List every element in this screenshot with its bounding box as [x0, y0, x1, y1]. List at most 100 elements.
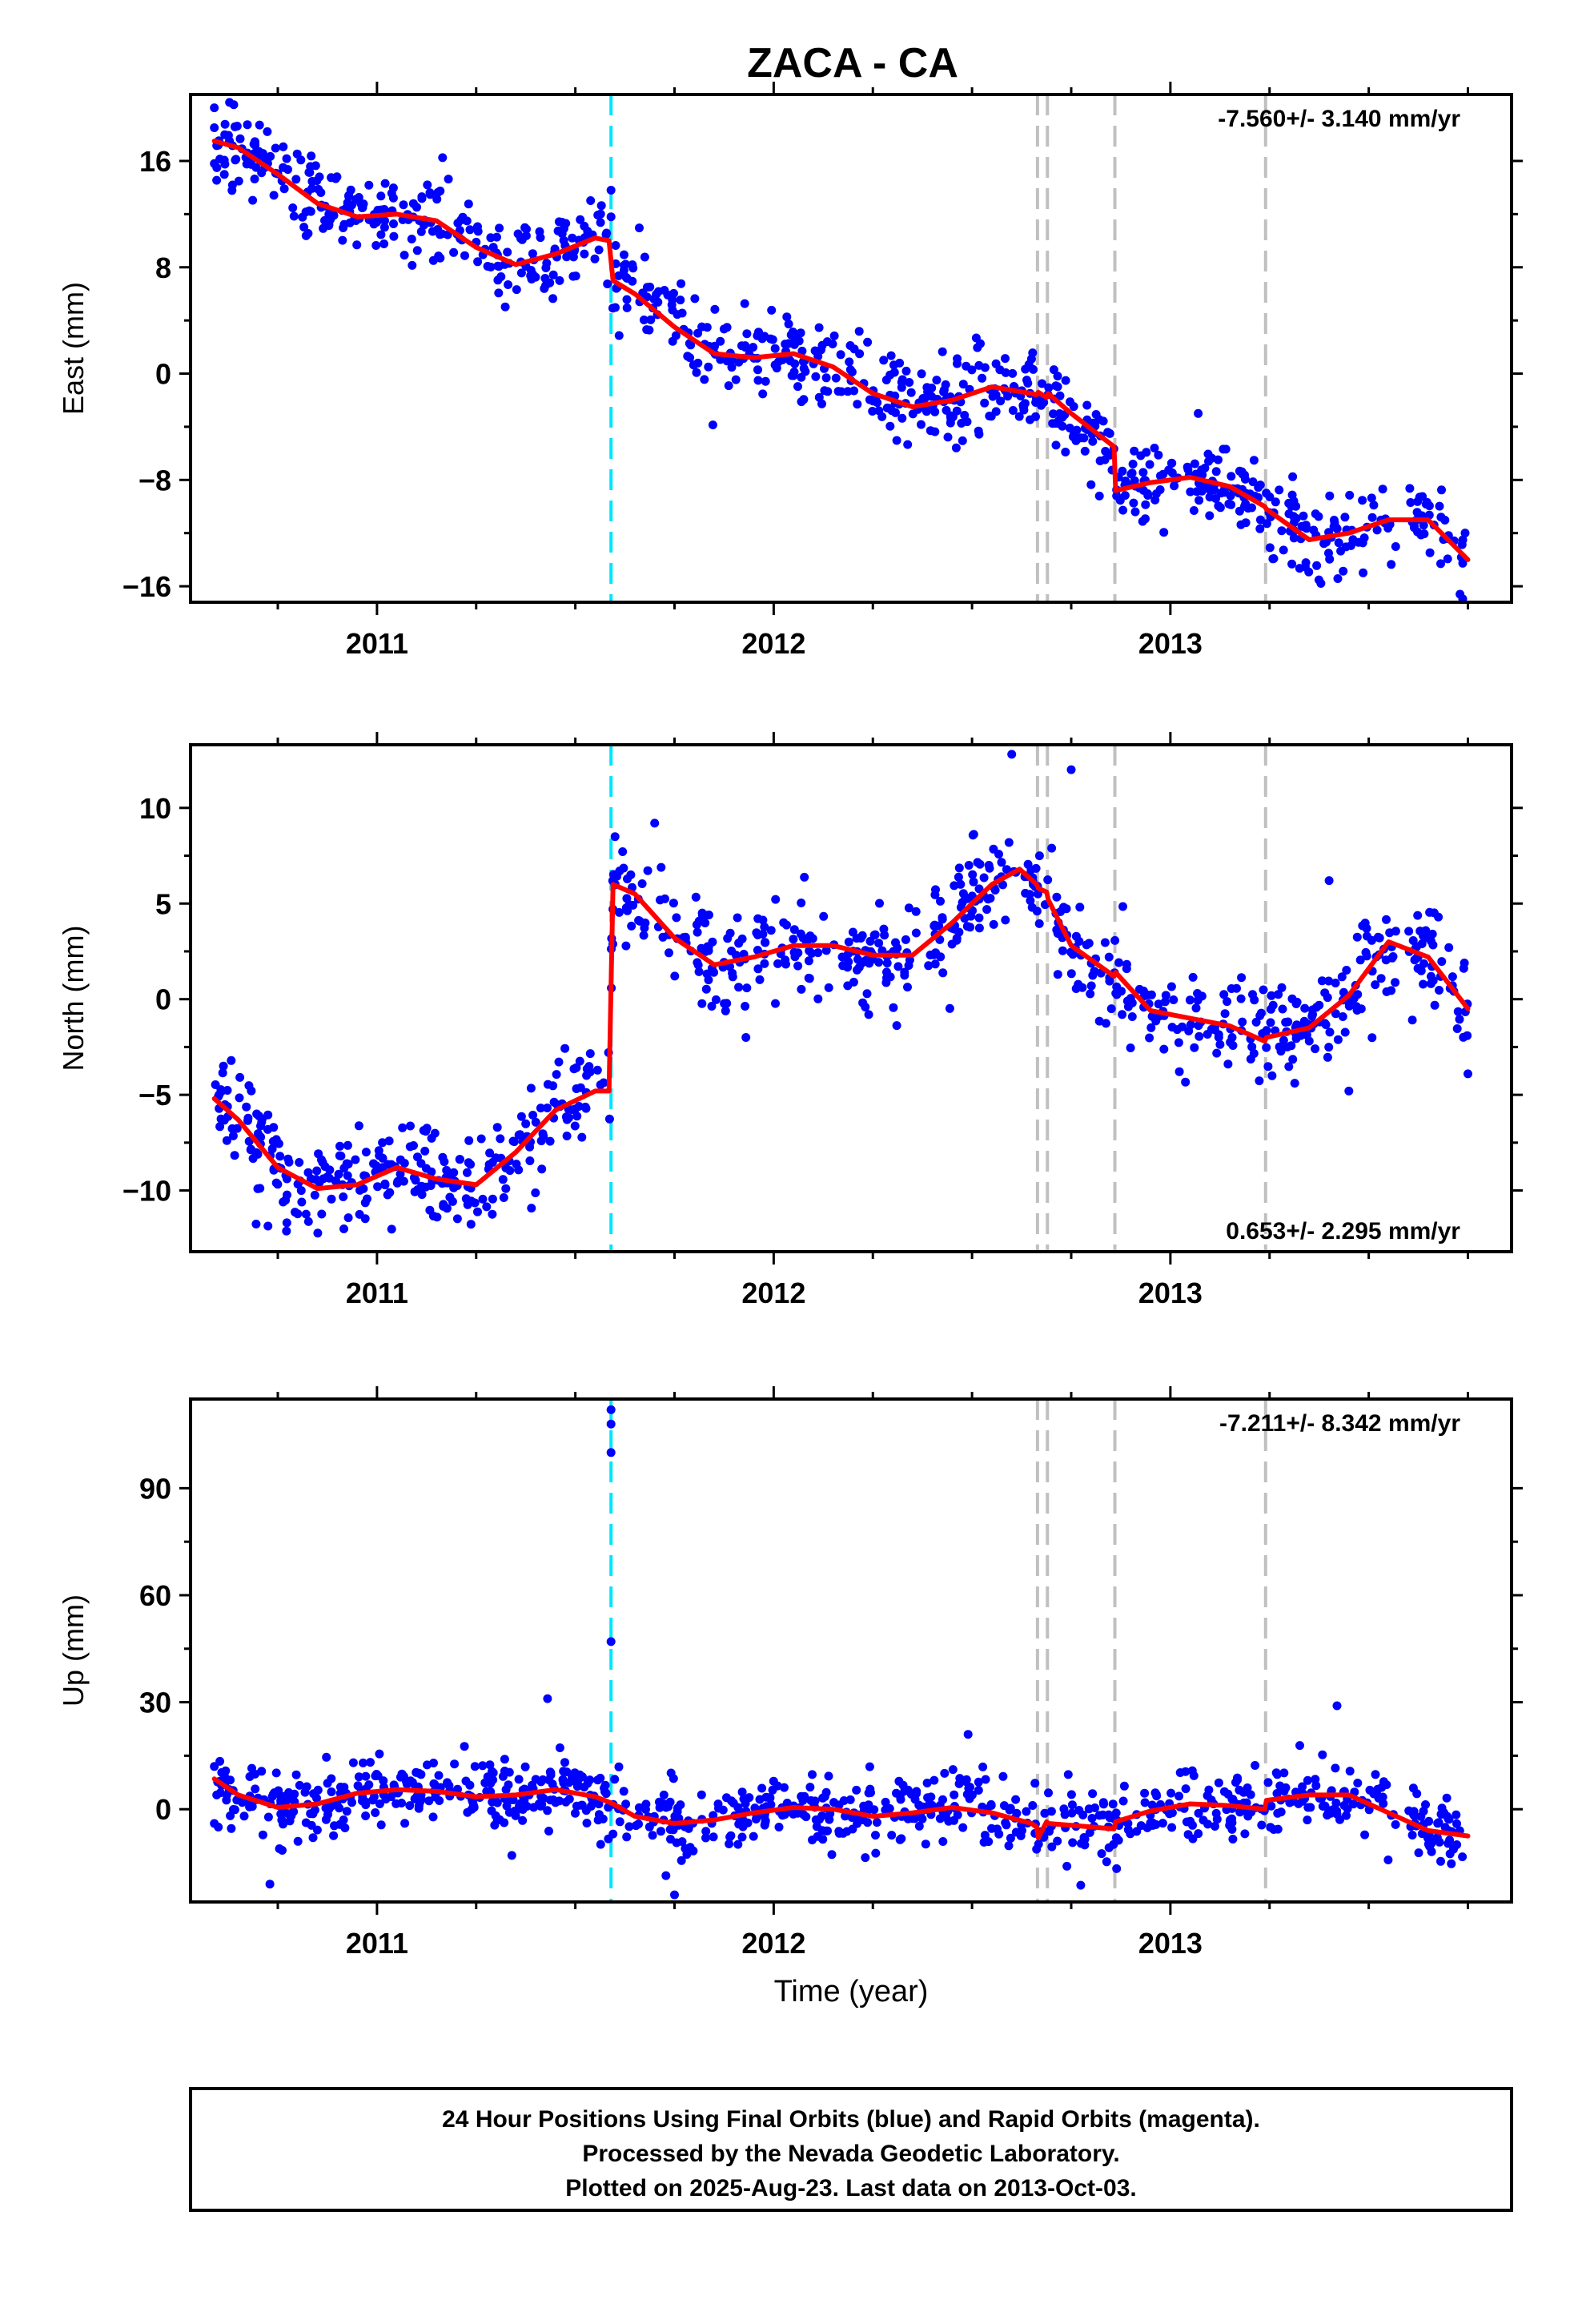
- y-tick-label: −10: [122, 1175, 171, 1208]
- data-point: [327, 1194, 336, 1204]
- data-point: [575, 1770, 584, 1779]
- data-point: [1031, 863, 1041, 873]
- data-point: [1074, 937, 1084, 946]
- data-point: [719, 324, 729, 334]
- data-point: [1256, 1008, 1266, 1018]
- data-point: [1086, 480, 1096, 489]
- data-point: [737, 1832, 747, 1842]
- data-point: [291, 1208, 299, 1217]
- data-point: [1421, 1800, 1430, 1809]
- data-point: [1291, 999, 1301, 1008]
- data-point: [601, 230, 611, 239]
- data-point: [257, 1117, 267, 1127]
- data-point: [371, 1770, 381, 1779]
- data-point: [1271, 497, 1280, 507]
- data-point: [283, 1154, 293, 1164]
- data-point: [704, 946, 713, 955]
- data-point: [478, 1194, 488, 1204]
- data-point: [1391, 978, 1400, 987]
- data-point: [1170, 481, 1179, 491]
- data-point: [464, 199, 473, 209]
- data-point: [644, 1822, 654, 1831]
- data-point: [644, 325, 654, 335]
- data-point: [886, 351, 896, 360]
- data-point: [823, 1826, 832, 1835]
- data-point: [466, 1220, 476, 1229]
- data-point: [541, 263, 551, 272]
- data-point: [1235, 466, 1244, 476]
- data-point: [1155, 485, 1165, 494]
- data-point: [538, 1129, 548, 1139]
- data-point: [351, 1155, 360, 1164]
- data-point: [1059, 903, 1068, 912]
- data-point: [1207, 1795, 1216, 1805]
- data-point: [723, 934, 733, 943]
- data-point: [1158, 1819, 1167, 1828]
- data-point: [543, 1080, 552, 1089]
- data-point: [452, 1214, 462, 1224]
- data-point: [1067, 1808, 1077, 1818]
- data-point: [470, 1762, 480, 1771]
- data-point: [301, 1209, 311, 1219]
- data-point: [904, 903, 913, 913]
- data-point: [672, 1838, 681, 1848]
- data-point: [677, 1856, 686, 1865]
- data-point: [525, 1142, 535, 1152]
- data-point: [258, 1830, 267, 1839]
- data-point: [1297, 521, 1307, 531]
- data-point: [989, 919, 998, 929]
- data-point: [782, 312, 792, 322]
- data-point: [1391, 1819, 1400, 1829]
- data-point: [263, 127, 272, 136]
- data-point: [263, 1124, 272, 1134]
- data-point: [1220, 488, 1230, 497]
- data-point: [822, 337, 832, 347]
- data-point: [1061, 376, 1070, 385]
- data-point: [793, 382, 802, 392]
- data-point: [676, 296, 685, 305]
- data-point: [303, 229, 313, 238]
- data-point: [663, 290, 673, 300]
- data-point: [627, 921, 636, 931]
- data-point: [1311, 1044, 1320, 1054]
- data-point: [901, 935, 910, 944]
- data-point: [677, 308, 687, 318]
- chart-title: ZACA - CA: [747, 40, 958, 86]
- data-point: [543, 1806, 552, 1815]
- data-point: [622, 1832, 632, 1842]
- data-point: [327, 1787, 336, 1796]
- data-point: [1325, 491, 1335, 501]
- data-point: [514, 1775, 524, 1784]
- data-point: [978, 373, 987, 383]
- data-point: [1283, 1017, 1293, 1027]
- data-point: [463, 1807, 472, 1817]
- data-point: [1345, 1767, 1355, 1776]
- data-point: [331, 1176, 340, 1185]
- data-point: [1349, 1799, 1358, 1809]
- data-point: [1118, 1010, 1127, 1019]
- data-point: [962, 1790, 972, 1799]
- data-point: [438, 153, 448, 163]
- data-point: [376, 230, 386, 239]
- data-point: [882, 403, 892, 412]
- data-point: [845, 357, 854, 367]
- data-point: [689, 1846, 698, 1856]
- data-point: [1130, 446, 1139, 456]
- data-point: [733, 1839, 743, 1849]
- data-point: [964, 861, 974, 870]
- data-point: [526, 266, 536, 275]
- data-point: [834, 1800, 844, 1810]
- data-point: [1085, 1827, 1094, 1837]
- data-point: [1193, 995, 1203, 1005]
- data-point: [1053, 1836, 1062, 1846]
- data-point: [1049, 365, 1058, 375]
- data-point: [1333, 1035, 1343, 1044]
- data-point: [335, 1803, 344, 1813]
- x-tick-label: 2013: [1138, 1277, 1203, 1309]
- data-point: [1087, 1814, 1097, 1823]
- data-point: [389, 219, 398, 228]
- data-point: [1235, 506, 1244, 516]
- data-point: [227, 1055, 236, 1065]
- data-point: [753, 331, 762, 340]
- data-point: [655, 1797, 664, 1807]
